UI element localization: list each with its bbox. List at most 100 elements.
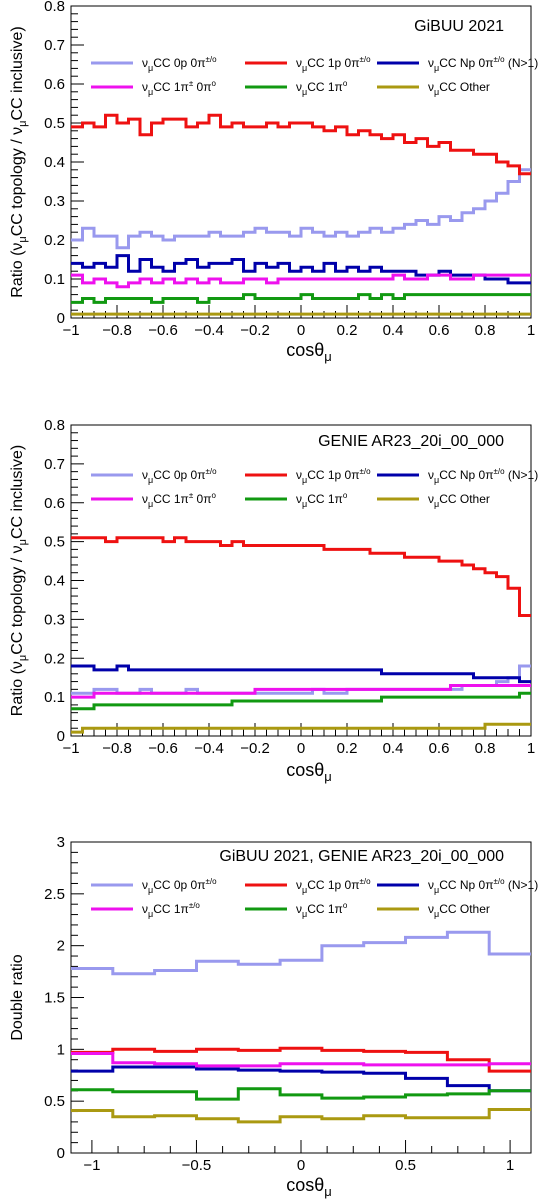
legend-label: νμCC 1πo	[296, 79, 348, 97]
y-tick-label: 2	[57, 938, 65, 955]
series-line-nu1p	[71, 113, 531, 176]
x-tick-label: −0.2	[240, 740, 270, 757]
panel-double-ratio: 0 0.5 1 1.5 2 2.5 3 −1 −0.5 0 0.5 1 GiBUU 2021, GENI…	[9, 834, 538, 1199]
legend-entry-nu0p: νμCC 0p 0π±/o	[91, 877, 217, 895]
y-tick-label: 0.4	[44, 573, 65, 590]
legend-label: νμCC 1πo	[296, 901, 348, 919]
legend-label: νμCC Other	[428, 902, 490, 919]
x-tick-label: 0.5	[395, 1157, 416, 1174]
legend-entry-nu1p: νμCC 1p 0π±/o	[245, 467, 371, 485]
y-tick-label: 0.5	[44, 115, 65, 132]
y-tick-label: 0.5	[44, 534, 65, 551]
y-tick-label: 0.7	[44, 37, 65, 54]
y-tick-label: 0.5	[44, 1093, 65, 1110]
y-tick-label: 3	[57, 834, 65, 851]
x-tick-label: 0.4	[383, 322, 404, 339]
y-tick-label: 0.2	[44, 650, 65, 667]
x-axis-label: cosθμ	[286, 760, 332, 784]
x-tick-label: 0.2	[337, 740, 358, 757]
x-tick-label: −0.4	[194, 322, 224, 339]
series-line-nu0p	[71, 930, 531, 976]
legend-entry-nuNp: νμCC Np 0π±/o (N>1)	[377, 55, 538, 73]
x-tick-label: −0.8	[102, 322, 132, 339]
legend-entry-other: νμCC Other	[377, 80, 490, 97]
series-line-nuNp	[71, 664, 531, 684]
series-line-other	[71, 722, 531, 734]
panel-gibuu-ratio: 0 0.1 0.2 0.3 0.4 0.5 0.6 0.7 0.8 −1 −0.8 −0.6 −0.4−…	[9, 0, 538, 364]
legend-label: νμCC 0p 0π±/o	[142, 467, 217, 485]
legend-entry-other: νμCC Other	[377, 902, 490, 919]
legend-entry-other: νμCC Other	[377, 492, 490, 509]
legend-entry-pipm: νμCC 1π± 0πo	[91, 79, 217, 97]
legend-entry-nu1p: νμCC 1p 0π±/o	[245, 877, 371, 895]
x-tick-label: 0	[297, 1157, 305, 1174]
series-line-pi0	[71, 691, 531, 711]
y-tick-label: 0.6	[44, 495, 65, 512]
chart-title: GENIE AR23_20i_00_000	[318, 433, 504, 450]
legend-entry-nu0p: νμCC 0p 0π±/o	[91, 55, 217, 73]
x-tick-label: 0.4	[383, 740, 404, 757]
y-axis-label: Ratio (νμCC topology / νμCC inclusive)	[9, 26, 29, 297]
series-line-other	[71, 1108, 531, 1124]
x-tick-label: −1	[62, 322, 79, 339]
legend-label: νμCC Np 0π±/o (N>1)	[428, 55, 538, 73]
x-tick-label: 1	[506, 1157, 514, 1174]
y-tick-label: 0.2	[44, 232, 65, 249]
series-line-pipm	[71, 1052, 531, 1068]
series-line-nu1p	[71, 536, 531, 617]
x-tick-label: 1	[527, 740, 535, 757]
legend-label: νμCC Other	[428, 80, 490, 97]
y-tick-label: 0.4	[44, 154, 65, 171]
legend-entry-pipm: νμCC 1π±/o	[91, 901, 200, 919]
series-line-nu1p	[71, 1046, 531, 1073]
y-tick-label: 1.5	[44, 990, 65, 1007]
legend-label: νμCC 1p 0π±/o	[296, 55, 371, 73]
legend-label: νμCC 1p 0π±/o	[296, 467, 371, 485]
y-tick-label: 0.3	[44, 193, 65, 210]
x-tick-label: −0.6	[148, 740, 178, 757]
series-line-pipm	[71, 273, 531, 289]
x-axis-label: cosθμ	[286, 1175, 332, 1199]
y-tick-label: 0.6	[44, 76, 65, 93]
x-tick-label: 0.6	[429, 322, 450, 339]
legend-label: νμCC 0p 0π±/o	[142, 55, 217, 73]
series-line-pi0	[71, 1087, 531, 1101]
legend-label: νμCC 1πo	[296, 491, 348, 509]
x-tick-label: −0.6	[148, 322, 178, 339]
legend-entry-nuNp: νμCC Np 0π±/o (N>1)	[377, 467, 538, 485]
y-tick-label: 1	[57, 1041, 65, 1058]
x-tick-label: 0	[297, 322, 305, 339]
y-axis-label: Ratio (νμCC topology / νμCC inclusive)	[9, 445, 29, 716]
y-tick-label: 0.8	[44, 0, 65, 15]
chart-title: GiBUU 2021	[414, 18, 504, 35]
x-tick-label: 0.2	[337, 322, 358, 339]
legend-entry-pi0: νμCC 1πo	[245, 79, 348, 97]
series-line-nuNp	[71, 1065, 531, 1093]
x-tick-label: 0.8	[475, 740, 496, 757]
y-tick-label: 0.1	[44, 271, 65, 288]
panel-genie-ratio: 0 0.1 0.2 0.3 0.4 0.5 0.6 0.7 0.8 −1 −0.8 −0.6 −0.4−…	[9, 417, 538, 784]
x-tick-label: 0.8	[475, 322, 496, 339]
legend-label: νμCC Np 0π±/o (N>1)	[428, 877, 538, 895]
legend-label: νμCC Np 0π±/o (N>1)	[428, 467, 538, 485]
x-tick-label: −1	[62, 740, 79, 757]
x-tick-label: −0.2	[240, 322, 270, 339]
legend-entry-pi0: νμCC 1πo	[245, 901, 348, 919]
y-tick-label: 0.7	[44, 456, 65, 473]
legend-label: νμCC 1π± 0πo	[142, 79, 217, 97]
legend-label: νμCC Other	[428, 492, 490, 509]
y-axis-label: Double ratio	[9, 954, 26, 1040]
x-tick-label: 1	[527, 322, 535, 339]
x-tick-label: 0.6	[429, 740, 450, 757]
x-tick-label: −1	[83, 1157, 100, 1174]
series-line-nu0p	[71, 168, 531, 250]
legend-label: νμCC 1π± 0πo	[142, 491, 217, 509]
y-tick-label: 0.3	[44, 611, 65, 628]
x-tick-label: −0.5	[182, 1157, 212, 1174]
y-tick-label: 2.5	[44, 886, 65, 903]
y-tick-label: 0	[57, 310, 65, 327]
x-tick-label: −0.4	[194, 740, 224, 757]
legend-entry-nu0p: νμCC 0p 0π±/o	[91, 467, 217, 485]
legend-entry-pi0: νμCC 1πo	[245, 491, 348, 509]
